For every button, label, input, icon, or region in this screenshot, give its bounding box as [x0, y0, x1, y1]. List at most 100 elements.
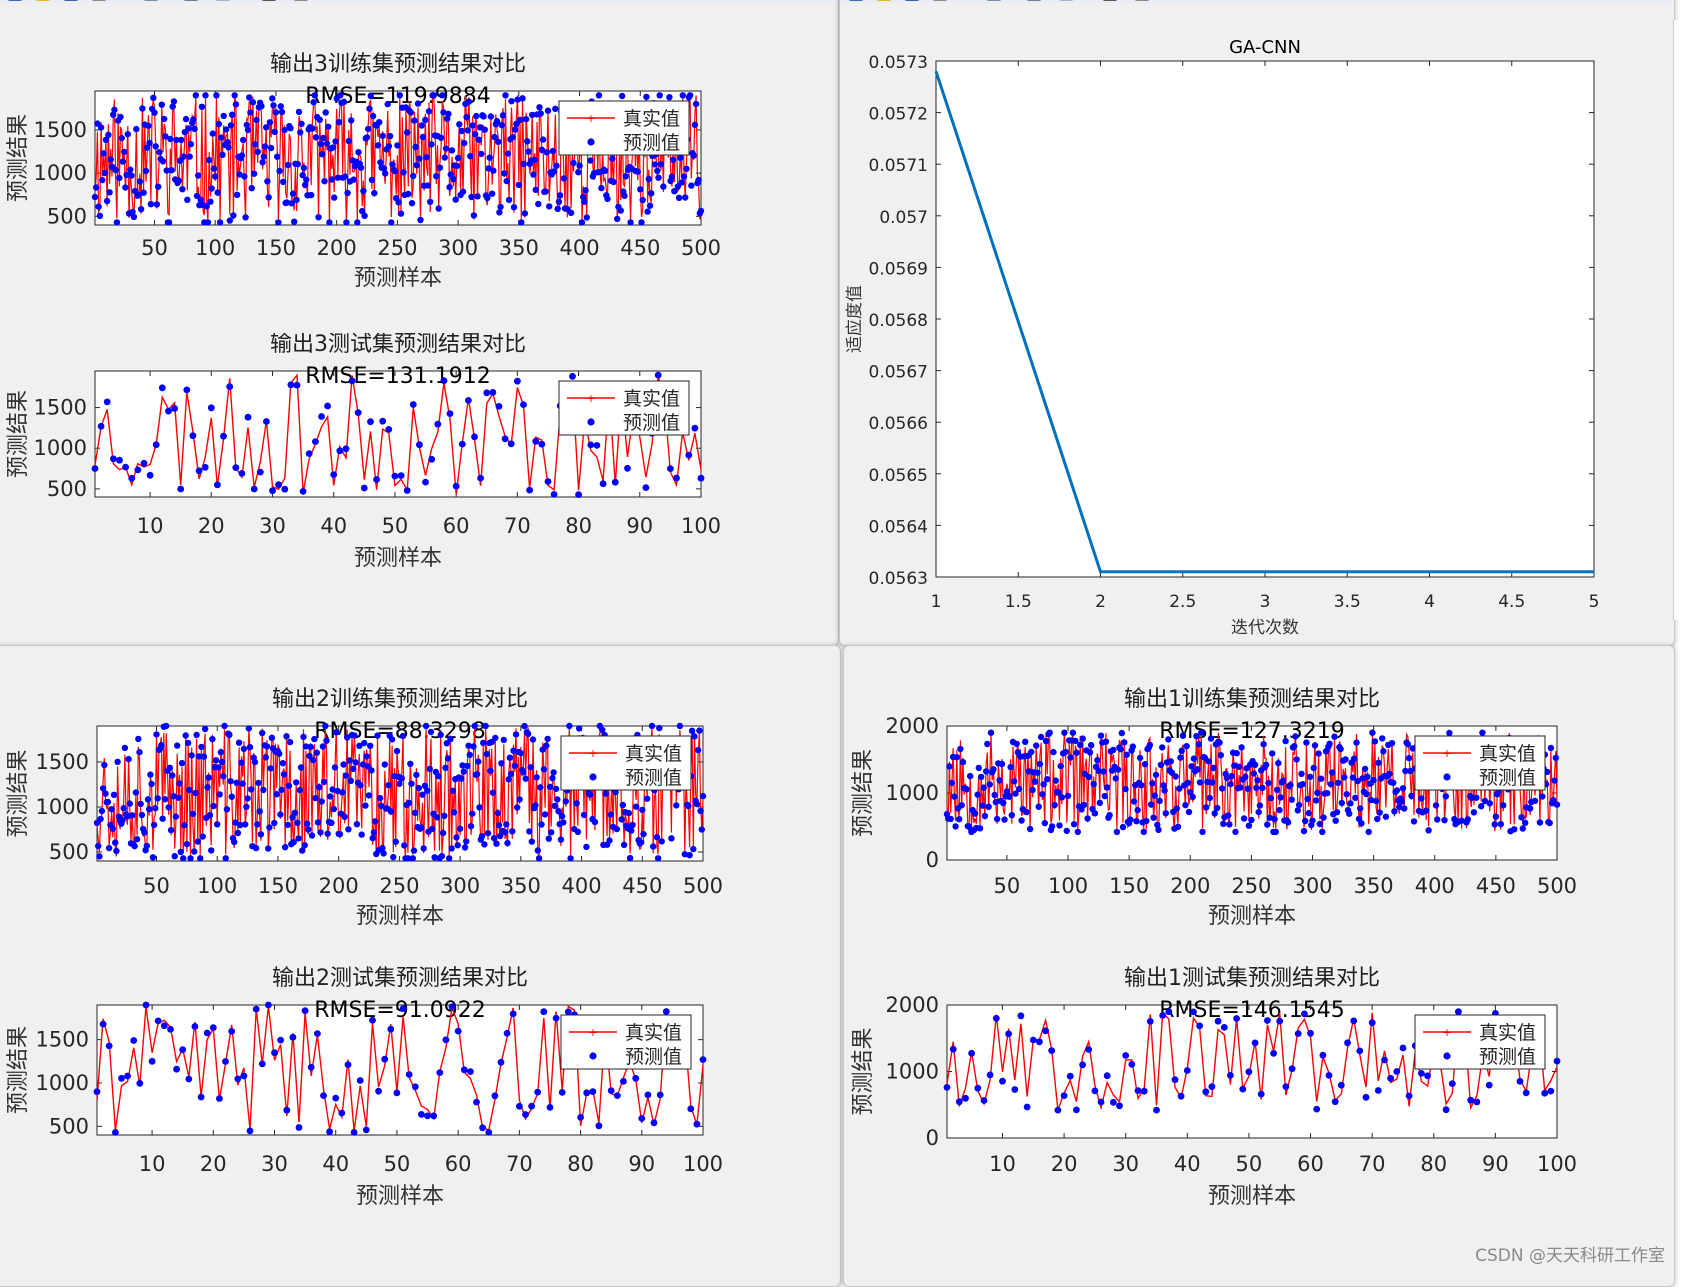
- predicted-point: [1465, 816, 1471, 822]
- predicted-point: [1043, 738, 1049, 744]
- predicted-point: [1141, 829, 1147, 835]
- predicted-point: [1182, 802, 1188, 808]
- predicted-point: [113, 848, 119, 854]
- editor-side-panel[interactable]: [1673, 20, 1683, 620]
- predicted-point: [122, 184, 128, 190]
- link-icon[interactable]: [143, 0, 159, 1]
- predicted-point: [464, 763, 470, 769]
- property-editor-icon[interactable]: [293, 0, 309, 1]
- predicted-point: [1161, 787, 1167, 793]
- predicted-point: [167, 1026, 174, 1033]
- predicted-point: [429, 826, 435, 832]
- predicted-point: [489, 191, 495, 197]
- x-tick-label: 2.5: [1169, 592, 1196, 612]
- predicted-point: [619, 93, 625, 99]
- predicted-point: [644, 796, 650, 802]
- x-tick-label: 150: [258, 874, 298, 898]
- predicted-point: [1389, 740, 1395, 746]
- predicted-point: [443, 145, 449, 151]
- predicted-point: [250, 99, 256, 105]
- predicted-point: [575, 829, 581, 835]
- predicted-point: [506, 197, 512, 203]
- predicted-point: [498, 1059, 505, 1066]
- predicted-point: [333, 729, 339, 735]
- predicted-point: [639, 807, 645, 813]
- x-tick-label: 100: [1048, 874, 1088, 898]
- predicted-point: [247, 109, 253, 115]
- predicted-point: [318, 141, 324, 147]
- predicted-point: [420, 134, 426, 140]
- predicted-point: [455, 155, 461, 161]
- save-icon[interactable]: [63, 0, 79, 1]
- predicted-point: [1527, 805, 1533, 811]
- predicted-point: [505, 150, 511, 156]
- predicted-point: [645, 1092, 652, 1099]
- predicted-point: [193, 732, 199, 738]
- predicted-point: [1283, 1083, 1290, 1090]
- insert-legend-icon[interactable]: [215, 0, 231, 1]
- predicted-point: [207, 812, 213, 818]
- open-file-icon[interactable]: [35, 0, 51, 1]
- predicted-point: [321, 178, 327, 184]
- predicted-point: [501, 170, 507, 176]
- predicted-point: [386, 143, 392, 149]
- predicted-point: [439, 853, 445, 859]
- predicted-point: [145, 123, 151, 129]
- predicted-point: [1005, 1031, 1012, 1038]
- predicted-point: [296, 1124, 303, 1131]
- predicted-point: [172, 853, 178, 859]
- predicted-point: [640, 831, 646, 837]
- watermark: CSDN @天天科研工作室: [1475, 1241, 1665, 1266]
- predicted-point: [957, 746, 963, 752]
- predicted-point: [116, 457, 123, 464]
- predicted-point: [320, 1092, 327, 1099]
- predicted-point: [520, 401, 527, 408]
- predicted-point: [663, 1008, 670, 1015]
- insert-colorbar-icon[interactable]: [183, 0, 199, 1]
- predicted-point: [337, 92, 343, 98]
- new-figure-icon[interactable]: [7, 0, 23, 1]
- predicted-point: [1358, 820, 1364, 826]
- predicted-point: [1400, 785, 1406, 791]
- predicted-point: [265, 845, 271, 851]
- predicted-point: [264, 178, 270, 184]
- pointer-icon[interactable]: [261, 0, 277, 1]
- predicted-point: [1061, 730, 1067, 736]
- predicted-point: [1214, 805, 1220, 811]
- predicted-point: [1114, 829, 1120, 835]
- predicted-point: [220, 433, 227, 440]
- predicted-point: [967, 773, 973, 779]
- predicted-point: [337, 831, 343, 837]
- predicted-point: [685, 452, 692, 459]
- predicted-point: [308, 192, 314, 198]
- predicted-point: [956, 1098, 963, 1105]
- predicted-point: [1130, 743, 1136, 749]
- predicted-point: [219, 152, 225, 158]
- predicted-point: [271, 1049, 278, 1056]
- predicted-point: [959, 802, 965, 808]
- predicted-point: [496, 209, 502, 215]
- predicted-point: [483, 389, 490, 396]
- predicted-point: [944, 1084, 951, 1091]
- predicted-point: [1292, 733, 1298, 739]
- legend-pred-label: 预测值: [623, 132, 680, 154]
- figure-toolbar[interactable]: [0, 0, 838, 3]
- figure-window-output3[interactable]: 输出3训练集预测结果对比RMSE=119.9884501001502002503…: [0, 0, 839, 646]
- predicted-point: [190, 811, 196, 817]
- predicted-point: [582, 187, 588, 193]
- predicted-point: [650, 843, 656, 849]
- predicted-point: [105, 132, 111, 138]
- predicted-point: [1226, 821, 1232, 827]
- legend-pred-swatch: [1443, 773, 1450, 780]
- print-icon[interactable]: [91, 0, 107, 1]
- x-tick-label: 3: [1260, 592, 1271, 612]
- predicted-point: [135, 736, 141, 742]
- predicted-point: [276, 168, 282, 174]
- predicted-point: [243, 804, 249, 810]
- predicted-point: [1039, 791, 1045, 797]
- predicted-point: [1030, 1037, 1037, 1044]
- predicted-point: [646, 176, 652, 182]
